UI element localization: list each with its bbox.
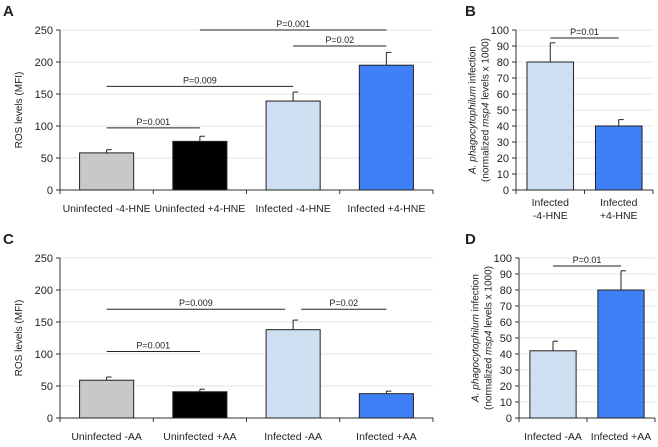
y-axis-label-part: ROS levels (MFI) xyxy=(14,300,25,377)
y-tick-label: 90 xyxy=(500,269,512,281)
p-value-label: P=0.02 xyxy=(329,298,358,308)
y-tick-label: 70 xyxy=(497,73,509,85)
bar xyxy=(526,61,575,191)
y-tick-label: 50 xyxy=(497,105,509,117)
y-axis-label-part: levels x 1000) xyxy=(481,38,492,102)
bar xyxy=(594,125,643,191)
y-axis-label-part: levels x 1000) xyxy=(484,266,495,330)
y-tick-label: 100 xyxy=(491,25,509,37)
y-tick-label: 20 xyxy=(500,381,512,393)
bar xyxy=(265,329,321,419)
y-tick-label: 100 xyxy=(35,349,53,361)
y-tick-label: 200 xyxy=(35,57,53,69)
category-label: Infected -AA xyxy=(264,431,322,442)
bar xyxy=(597,289,645,419)
y-tick-label: 90 xyxy=(497,41,509,53)
y-tick-label: 60 xyxy=(497,89,509,101)
y-tick-label: 250 xyxy=(35,25,53,37)
p-value-label: P=0.01 xyxy=(573,255,602,265)
panel-letter: C xyxy=(3,231,14,248)
y-axis-label-part: infection xyxy=(468,46,479,86)
y-tick-label: 200 xyxy=(35,285,53,297)
y-tick-label: 60 xyxy=(500,317,512,329)
category-label: Uninfected +AA xyxy=(163,431,236,442)
y-tick-label: 20 xyxy=(497,153,509,165)
category-label: Uninfected -4-HNE xyxy=(63,203,151,215)
panel-a: A 0 50 100 150 200 250 ROS levels (MFI) Uninfect… xyxy=(3,3,434,215)
p-value-label: P=0.009 xyxy=(183,75,217,85)
panel-letter: A xyxy=(3,3,14,20)
y-axis-label-part: A. phagocytophilum xyxy=(471,314,482,403)
p-value-label: P=0.001 xyxy=(276,19,310,29)
y-tick-label: 0 xyxy=(47,185,53,197)
bar xyxy=(79,379,135,419)
bar xyxy=(529,350,577,419)
y-tick-label: 70 xyxy=(500,301,512,313)
bar xyxy=(172,140,228,191)
category-label: Infected +AA xyxy=(591,431,651,442)
category-label: Infected -4-HNE xyxy=(255,203,330,215)
category-label: Infected +4-HNE xyxy=(347,203,425,215)
panel-letter: B xyxy=(465,3,476,20)
y-tick-label: 100 xyxy=(494,253,512,265)
p-value-label: P=0.001 xyxy=(136,340,170,350)
y-tick-label: 40 xyxy=(500,349,512,361)
y-axis-label: (normalized msp4 levels x 1000) xyxy=(481,38,492,182)
y-axis-label-part: infection xyxy=(471,274,482,314)
panel-d: D 0 10 20 30 40 50 60 70 80 90 100 A. phagocytophilu… xyxy=(465,231,656,443)
y-tick-label: 80 xyxy=(500,285,512,297)
y-axis-label: A. phagocytophilum infection xyxy=(468,46,479,175)
category-label: Infected xyxy=(532,197,570,209)
y-axis-label: A. phagocytophilum infection xyxy=(471,274,482,403)
y-tick-label: 250 xyxy=(35,253,53,265)
y-axis-label-part: ROS levels (MFI) xyxy=(14,72,25,149)
category-label: +4-HNE xyxy=(600,210,638,222)
y-tick-label: 0 xyxy=(503,185,509,197)
y-axis-label-part: (normalized xyxy=(481,127,492,182)
y-tick-label: 10 xyxy=(497,169,509,181)
y-tick-label: 50 xyxy=(500,333,512,345)
category-label: Uninfected +4-HNE xyxy=(154,203,245,215)
y-tick-label: 30 xyxy=(497,137,509,149)
y-tick-label: 80 xyxy=(497,57,509,69)
y-tick-label: 150 xyxy=(35,317,53,329)
y-tick-label: 30 xyxy=(500,365,512,377)
y-tick-label: 50 xyxy=(41,381,53,393)
y-axis-label-part: msp4 xyxy=(484,330,495,355)
category-label: -4-HNE xyxy=(533,210,568,222)
panel-letter: D xyxy=(465,231,476,248)
y-tick-label: 150 xyxy=(35,89,53,101)
y-tick-label: 40 xyxy=(497,121,509,133)
y-axis-label-part: A. phagocytophilum xyxy=(468,86,479,175)
bar xyxy=(79,152,135,191)
p-value-label: P=0.02 xyxy=(325,35,354,45)
p-value-label: P=0.001 xyxy=(136,117,170,127)
bar xyxy=(358,393,414,419)
y-tick-label: 100 xyxy=(35,121,53,133)
category-label: Infected -AA xyxy=(524,431,582,442)
bar xyxy=(358,64,414,191)
y-axis-label: ROS levels (MFI) xyxy=(14,72,25,149)
y-axis-label: ROS levels (MFI) xyxy=(14,300,25,377)
y-tick-label: 50 xyxy=(41,153,53,165)
y-axis-label-part: (normalized xyxy=(484,355,495,410)
bar xyxy=(172,391,228,419)
category-label: Infected xyxy=(600,197,638,209)
panel-b: B 0 10 20 30 40 50 60 70 80 90 100 A. phagocytophilu… xyxy=(465,3,654,222)
p-value-label: P=0.009 xyxy=(179,298,213,308)
y-axis-label: (normalized msp4 levels x 1000) xyxy=(484,266,495,410)
category-label: Infected +AA xyxy=(356,431,416,442)
panel-c: C 0 50 100 150 200 250 ROS levels (MFI) Uninfect… xyxy=(3,231,434,443)
bar xyxy=(265,100,321,191)
y-tick-label: 0 xyxy=(47,413,53,425)
y-axis-label-part: msp4 xyxy=(481,102,492,127)
y-tick-label: 0 xyxy=(506,413,512,425)
category-label: Uninfected -AA xyxy=(71,431,142,442)
y-tick-label: 10 xyxy=(500,397,512,409)
p-value-label: P=0.01 xyxy=(570,27,599,37)
